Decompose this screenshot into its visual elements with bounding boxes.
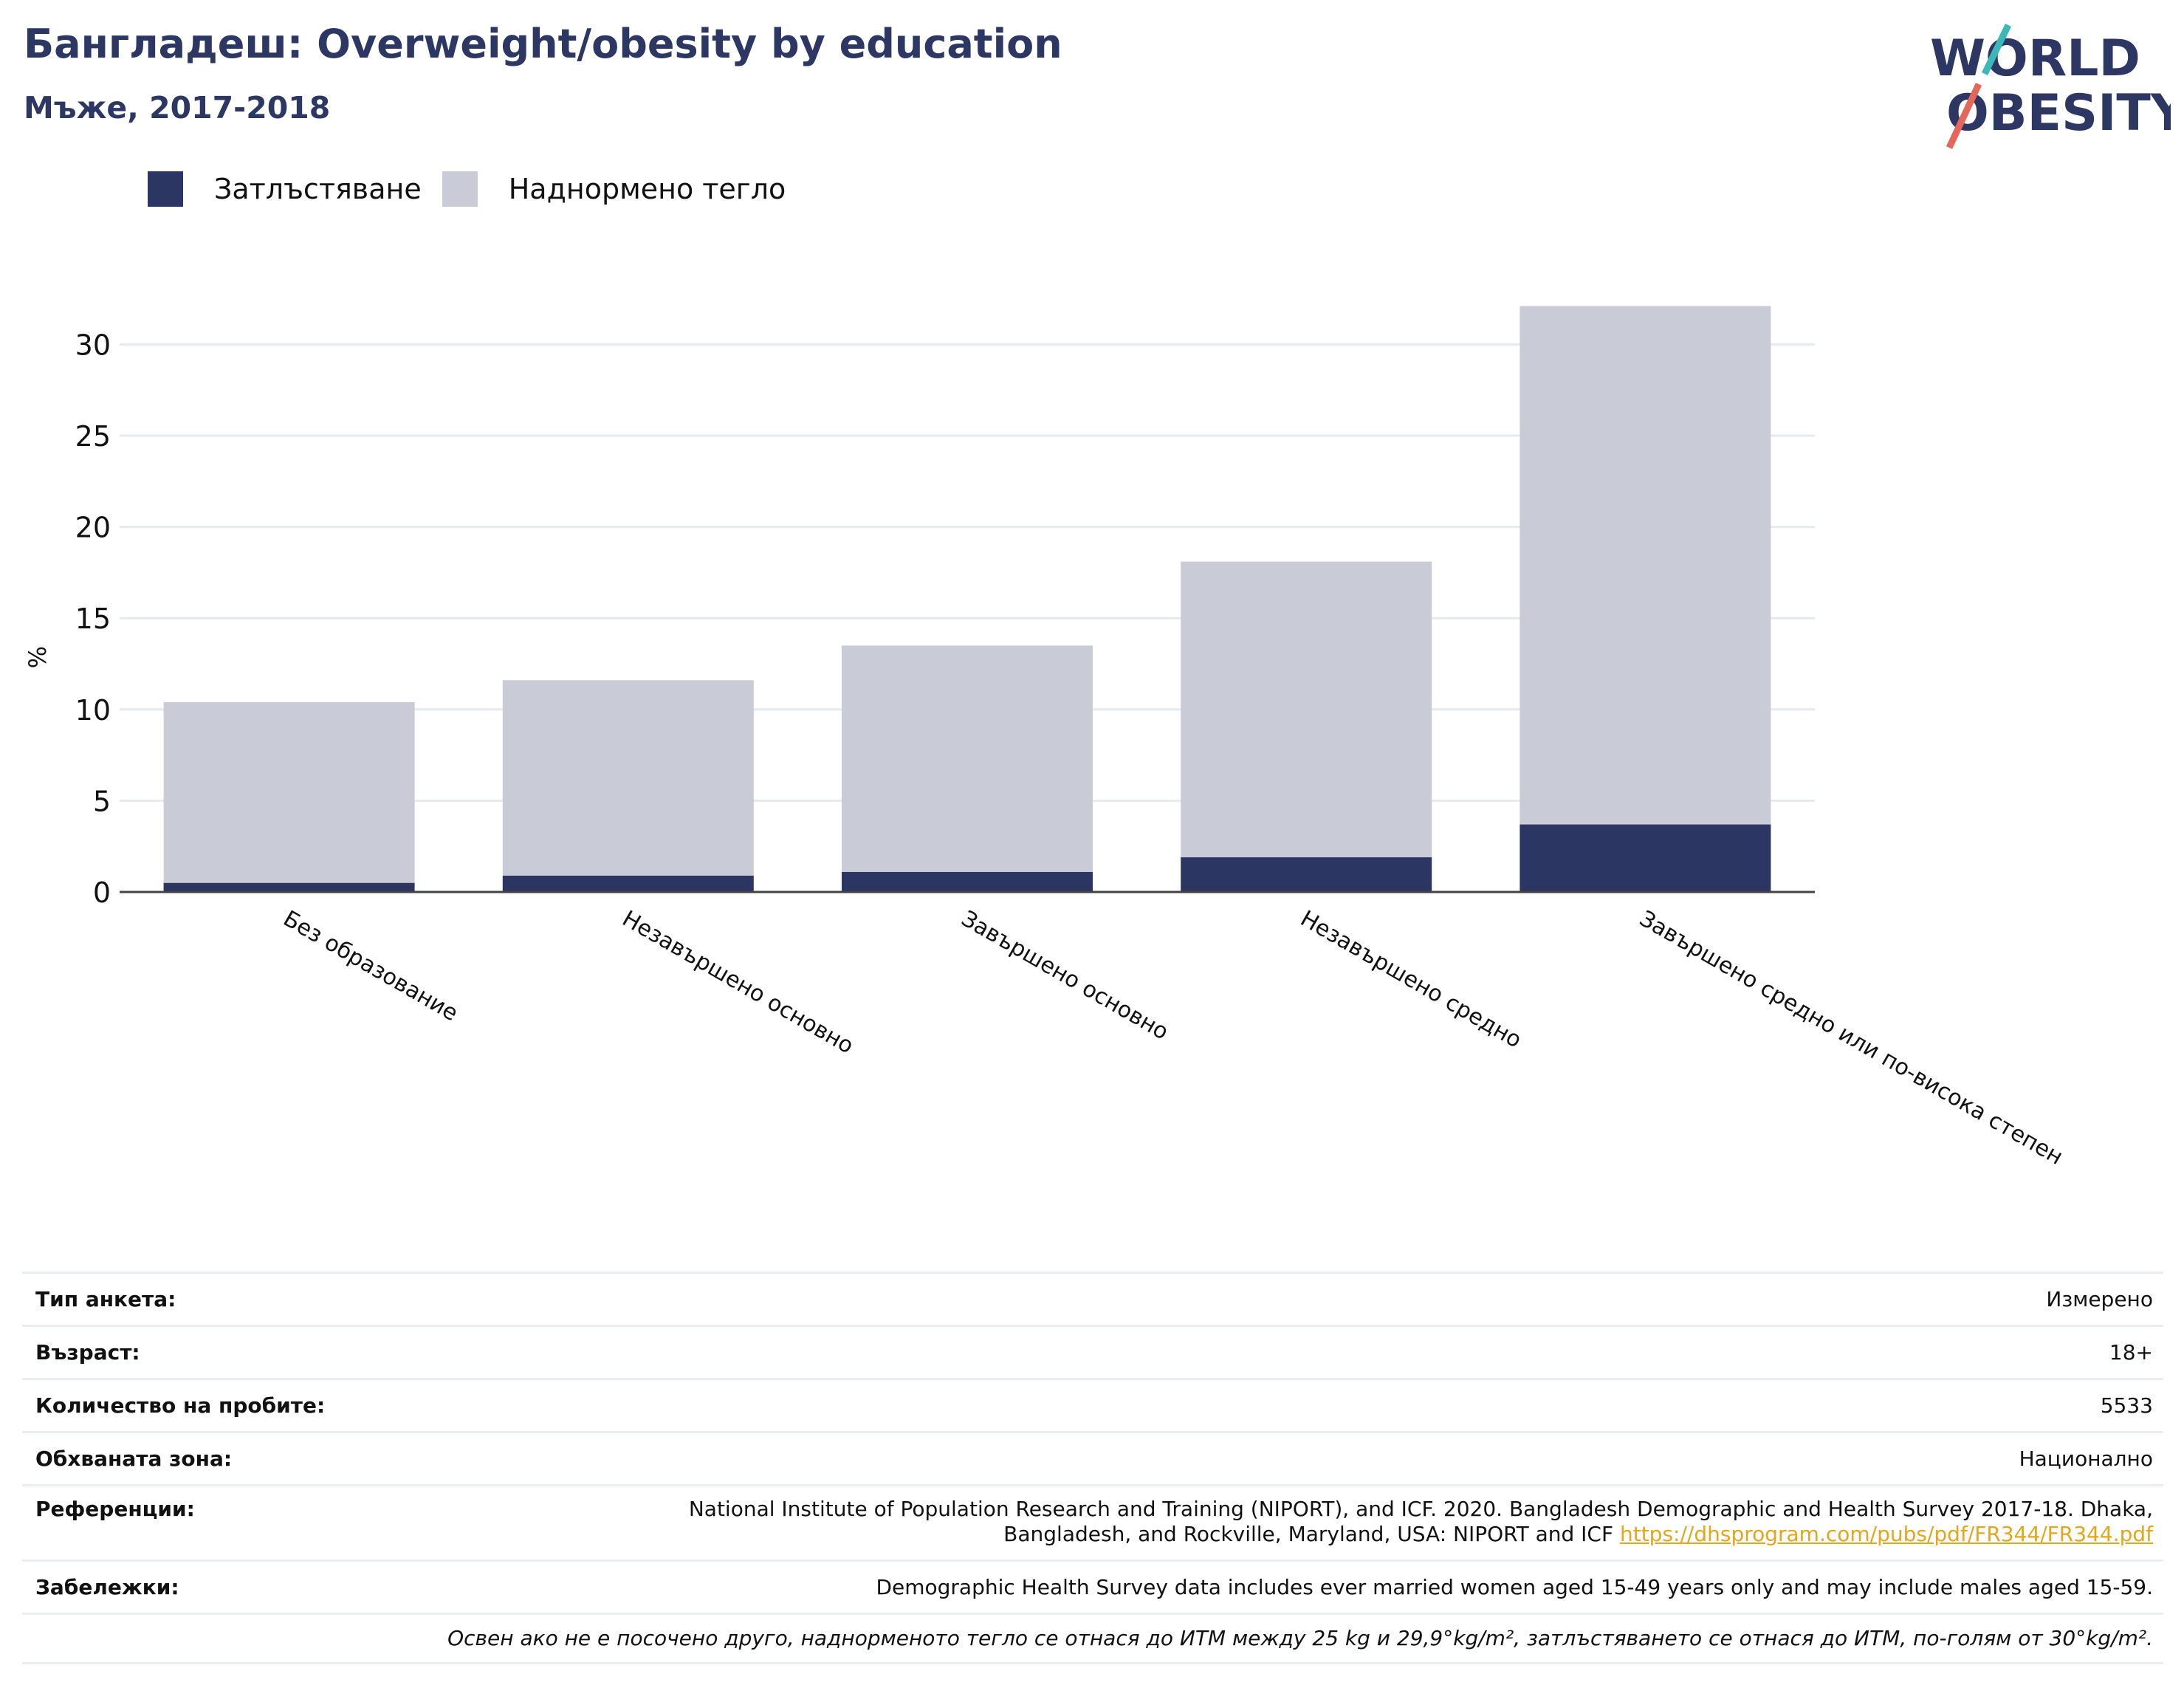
- x-tick-label: Без образование: [279, 906, 463, 1027]
- meta-label-references: Референции:: [35, 1497, 195, 1521]
- meta-value-references: National Institute of Population Researc…: [689, 1497, 2153, 1547]
- logo-teal-stroke: [1981, 24, 2012, 75]
- chart-legend: Затлъстяване Наднормено тегло: [148, 171, 806, 207]
- bmi-definition-footnote: Освен ако не е посочено друго, наднормен…: [447, 1626, 2153, 1650]
- legend-swatch-obesity: [148, 171, 183, 207]
- bar-overweight: [163, 701, 415, 883]
- meta-row-sample-size: Количество на пробите: 5533: [22, 1378, 2163, 1431]
- y-tick-label: 20: [75, 512, 111, 544]
- meta-value-sample-size: 5533: [2100, 1393, 2153, 1418]
- logo-line1: WORLD: [1930, 30, 2140, 88]
- bar-obesity: [502, 875, 754, 892]
- meta-label-area: Обхваната зона:: [35, 1447, 233, 1471]
- x-tick-label: Незавършено средно: [1296, 906, 1525, 1054]
- meta-row-footnote: Освен ако не е посочено друго, наднормен…: [22, 1613, 2163, 1664]
- y-tick-label: 10: [75, 694, 111, 727]
- page-subtitle: Мъже, 2017-2018: [24, 90, 331, 126]
- y-tick-label: 0: [93, 876, 111, 909]
- reference-link[interactable]: https://dhsprogram.com/pubs/pdf/FR344/FR…: [1619, 1522, 2153, 1546]
- legend-label-overweight: Наднормено тегло: [508, 173, 786, 205]
- logo-line2: OBESITY: [1946, 84, 2171, 143]
- legend-label-obesity: Затлъстяване: [214, 173, 422, 205]
- reference-text-line1: National Institute of Population Researc…: [688, 1497, 2153, 1521]
- legend-item-obesity: Затлъстяване: [148, 171, 422, 207]
- bar-obesity: [163, 882, 415, 892]
- meta-label-survey-type: Тип анкета:: [35, 1287, 176, 1311]
- y-tick-label: 25: [75, 420, 111, 453]
- meta-row-age: Възраст: 18+: [22, 1325, 2163, 1378]
- bar-overweight: [842, 645, 1093, 872]
- bar-obesity: [1519, 824, 1771, 892]
- meta-value-notes: Demographic Health Survey data includes …: [876, 1574, 2153, 1599]
- meta-row-references: Референции: National Institute of Popula…: [22, 1484, 2163, 1559]
- meta-value-age: 18+: [2109, 1339, 2153, 1365]
- legend-swatch-overweight: [442, 171, 478, 207]
- meta-label-notes: Забележки:: [35, 1575, 179, 1599]
- y-axis-label: %: [24, 646, 52, 668]
- y-tick-label: 15: [75, 603, 111, 635]
- x-tick-label: Завършено основно: [957, 906, 1172, 1046]
- bar-overweight: [502, 680, 754, 876]
- logo-coral-stroke: [1946, 83, 1982, 149]
- meta-value-survey-type: Измерено: [2046, 1286, 2153, 1311]
- x-tick-label: Незавършено основно: [618, 906, 858, 1060]
- survey-metadata-table: Тип анкета: Измерено Възраст: 18+ Количе…: [22, 1272, 2163, 1664]
- meta-label-age: Възраст:: [35, 1340, 140, 1365]
- meta-value-area: Национално: [2019, 1446, 2153, 1471]
- world-obesity-logo: WORLD OBESITY: [1930, 24, 2171, 149]
- legend-item-overweight: Наднормено тегло: [442, 171, 786, 207]
- bar-overweight: [1181, 561, 1432, 858]
- meta-label-sample-size: Количество на пробите:: [35, 1393, 326, 1418]
- x-tick-label: Завършено средно или по-висока степен: [1635, 906, 2067, 1170]
- reference-text-line2: Bangladesh, and Rockville, Maryland, USA…: [1003, 1522, 1614, 1546]
- meta-row-area: Обхваната зона: Национално: [22, 1431, 2163, 1484]
- bar-chart: 0 5 10 15 20 25 30% Без образование Незавършено …: [24, 306, 2067, 1170]
- page-title: Бангладеш: Overweight/obesity by educati…: [24, 21, 1062, 67]
- y-tick-label: 30: [75, 329, 111, 361]
- bar-obesity: [842, 871, 1093, 892]
- meta-row-survey-type: Тип анкета: Измерено: [22, 1272, 2163, 1325]
- y-tick-label: 5: [93, 785, 111, 817]
- bar-overweight: [1519, 306, 1771, 825]
- meta-row-notes: Забележки: Demographic Health Survey dat…: [22, 1559, 2163, 1613]
- bar-obesity: [1181, 857, 1432, 892]
